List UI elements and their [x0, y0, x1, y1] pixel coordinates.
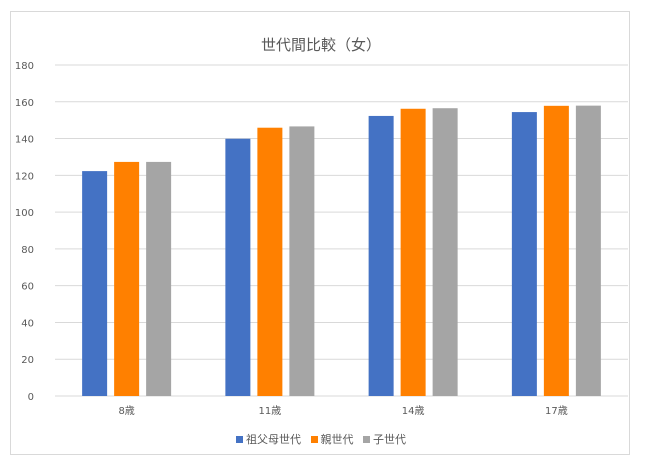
y-tick-label: 40 — [21, 318, 34, 329]
legend-swatch-series-3 — [363, 436, 370, 443]
y-tick-label: 80 — [21, 245, 34, 256]
y-tick-label: 180 — [15, 61, 34, 72]
bar-3 — [289, 126, 315, 397]
chart-plot: 0 20 40 60 80 100 120 140 160 180 8歳 11歳 14歳 17歳 — [15, 61, 628, 417]
bar-3 — [575, 105, 601, 397]
bar-2 — [400, 108, 426, 396]
y-tick-label: 140 — [15, 135, 34, 146]
chart-title: 世代間比較（女） — [260, 36, 381, 54]
chart-frame: 世代間比較（女） 0 20 40 60 80 100 120 140 160 180 8歳 11歳 14… — [10, 11, 630, 455]
bar-2 — [114, 161, 140, 396]
legend-label-series-1: 祖父母世代 — [246, 433, 301, 446]
legend-label-series-2: 親世代 — [320, 433, 354, 446]
bar-3 — [146, 161, 172, 396]
y-tick-label: 0 — [28, 392, 34, 403]
bar-2 — [543, 105, 569, 396]
x-category-label: 17歳 — [545, 405, 568, 417]
legend-swatch-series-2 — [310, 436, 318, 443]
legend-label-series-3: 子世代 — [373, 433, 406, 446]
legend-item-series-2: 親世代 — [310, 431, 354, 447]
bar-1 — [368, 115, 394, 396]
chart-legend: 祖父母世代 親世代 子世代 — [11, 431, 631, 447]
x-category-label: 14歳 — [402, 405, 425, 417]
legend-item-series-1: 祖父母世代 — [236, 431, 301, 447]
bar-1 — [511, 112, 537, 396]
y-tick-label: 160 — [15, 98, 34, 109]
bar-3 — [432, 108, 458, 396]
legend-swatch-series-1 — [236, 436, 243, 443]
x-category-label: 8歳 — [118, 405, 134, 417]
x-category-label: 11歳 — [259, 405, 282, 417]
bar-1 — [225, 138, 251, 396]
y-tick-label: 20 — [21, 355, 34, 366]
bar-2 — [257, 127, 283, 396]
y-tick-label: 120 — [15, 171, 34, 182]
legend-item-series-3: 子世代 — [363, 431, 406, 447]
bar-1 — [82, 171, 108, 396]
y-tick-label: 60 — [21, 282, 34, 293]
y-tick-label: 100 — [15, 208, 34, 219]
